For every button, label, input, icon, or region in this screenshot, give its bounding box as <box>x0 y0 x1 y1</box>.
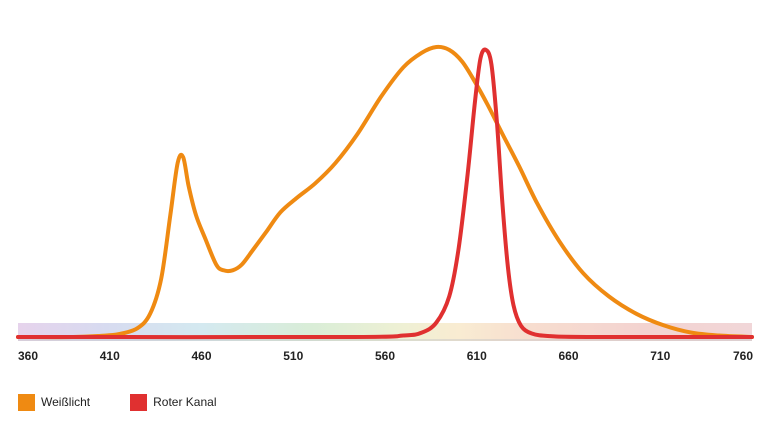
x-tick-label-410: 410 <box>100 349 120 363</box>
x-tick-label-560: 560 <box>375 349 395 363</box>
legend: Weißlicht Roter Kanal <box>18 392 257 412</box>
series-line-white-light <box>16 44 754 340</box>
x-tick-label-510: 510 <box>283 349 303 363</box>
legend-item-white-light: Weißlicht <box>18 393 91 411</box>
x-tick-label-460: 460 <box>191 349 211 363</box>
legend-item-red-channel: Roter Kanal <box>130 393 217 411</box>
x-tick-labels: 360 410 460 510 560 610 660 710 760 <box>18 349 753 363</box>
x-tick-label-710: 710 <box>650 349 670 363</box>
legend-swatch-red-channel <box>130 393 148 411</box>
legend-label-red-channel: Roter Kanal <box>153 395 217 409</box>
series-layer <box>16 44 754 340</box>
legend-swatch-white-light <box>18 393 35 411</box>
x-tick-label-660: 660 <box>558 349 578 363</box>
legend-label-white-light: Weißlicht <box>41 395 91 409</box>
x-tick-label-760: 760 <box>733 349 753 363</box>
x-tick-label-360: 360 <box>18 349 38 363</box>
x-tick-label-610: 610 <box>467 349 487 363</box>
series-line-red-channel <box>16 47 754 340</box>
